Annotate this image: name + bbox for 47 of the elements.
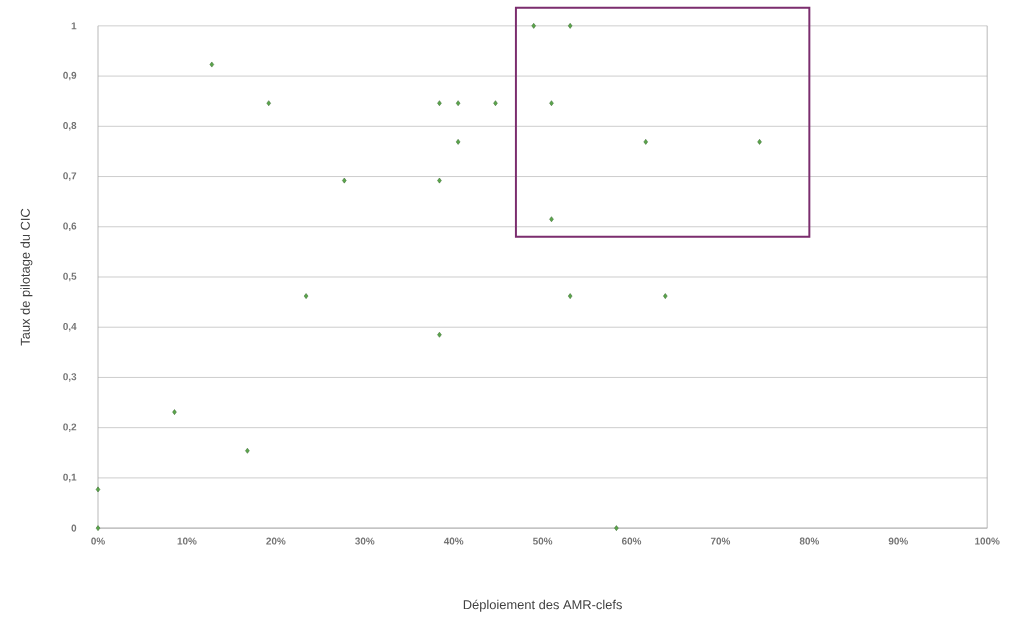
point (95, 486, 101, 493)
x-tick-label: 90% (888, 537, 908, 545)
x-tick-label: 100% (975, 537, 1000, 545)
y-tick-label: 1 (71, 22, 77, 30)
point (455, 100, 461, 107)
x-tick-label: 20% (266, 537, 286, 545)
point (549, 216, 554, 223)
point (266, 100, 271, 107)
y-tick-label: 0 (71, 524, 77, 532)
y-tick-label: 0,5 (63, 272, 77, 282)
point (455, 139, 461, 145)
x-tick-label: 80% (799, 537, 819, 545)
x-tick-label: 40% (443, 537, 464, 545)
point (303, 293, 309, 300)
y-tick-label: 0,8 (63, 122, 77, 131)
x-axis-title: Déploiement des AMR-clefs (463, 599, 622, 612)
point (245, 448, 250, 454)
point (172, 409, 177, 416)
point (437, 177, 442, 184)
point (342, 177, 347, 184)
point (437, 332, 442, 338)
x-tick-label: 60% (621, 537, 642, 545)
point (95, 525, 101, 532)
point (614, 525, 619, 532)
y-tick-label: 0,9 (63, 72, 77, 81)
y-tick-label: 0,7 (63, 172, 77, 181)
y-tick-label: 0,2 (63, 423, 77, 433)
y-tick-label: 0,4 (63, 323, 77, 332)
x-tick-label: 30% (355, 537, 375, 545)
point (209, 61, 215, 68)
point (643, 139, 648, 145)
point (493, 100, 498, 107)
x-tick-label: 70% (710, 537, 731, 545)
x-tick-label: 0% (91, 537, 105, 545)
x-tick-label: 50% (532, 537, 553, 545)
point (567, 23, 573, 29)
point (663, 293, 668, 300)
point (437, 100, 442, 107)
y-tick-label: 0,3 (63, 373, 77, 382)
point (531, 23, 536, 29)
point (567, 293, 573, 300)
x-tick-label: 10% (177, 537, 197, 545)
y-axis-title: Taux de pilotage du CIC (20, 208, 33, 346)
point (757, 139, 762, 145)
point (549, 100, 554, 107)
y-tick-label: 0,1 (63, 473, 77, 483)
y-tick-label: 0,6 (63, 222, 77, 232)
